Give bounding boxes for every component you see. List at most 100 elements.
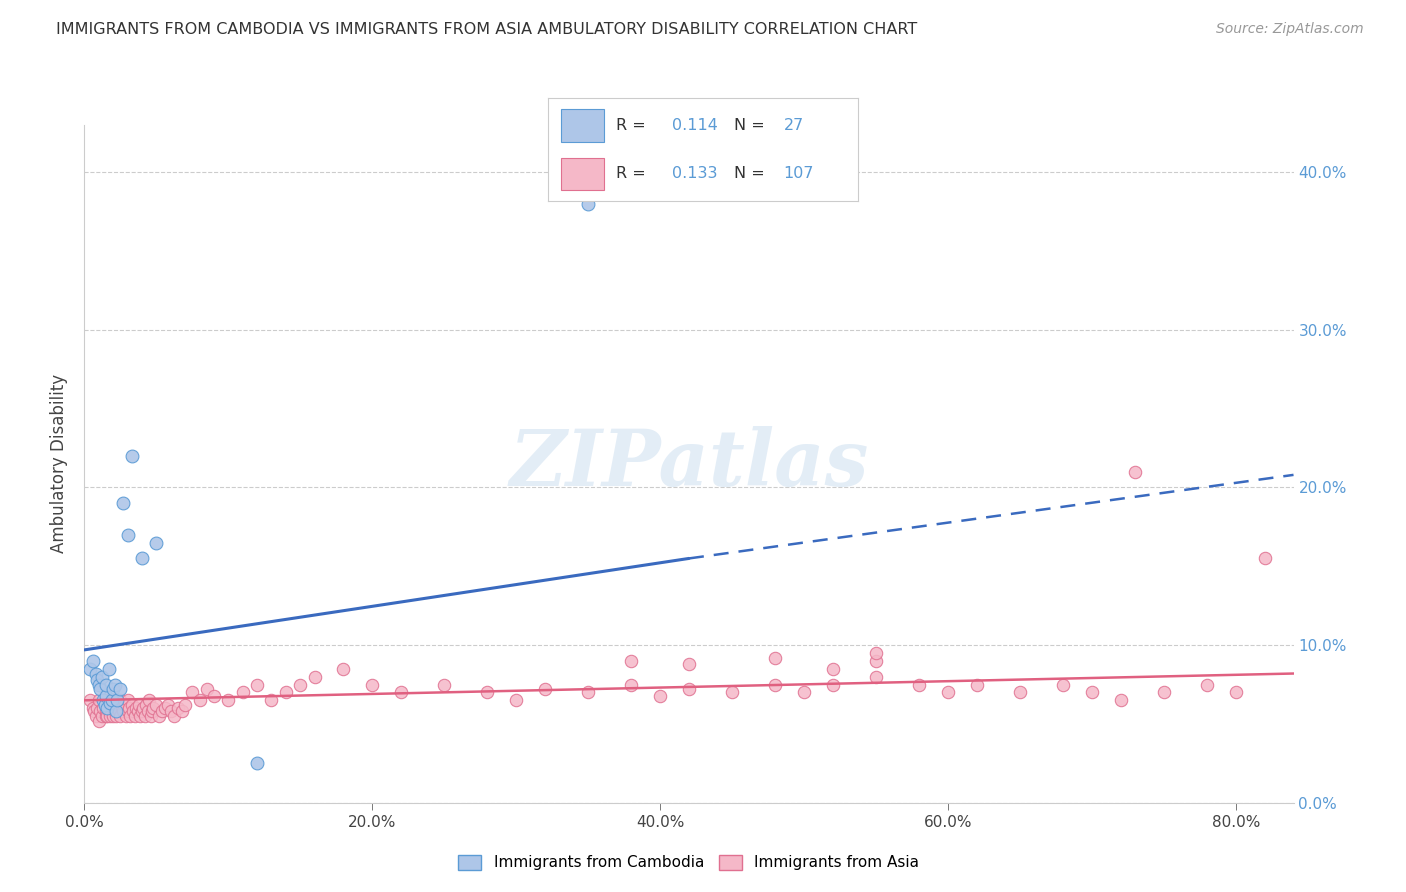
Point xyxy=(172,704,194,718)
Point xyxy=(112,496,135,510)
Point xyxy=(122,704,145,718)
Point xyxy=(98,709,121,723)
Point xyxy=(96,698,118,712)
Point xyxy=(110,693,132,707)
Point xyxy=(1197,677,1219,691)
Point xyxy=(108,704,131,718)
Point xyxy=(1153,685,1175,699)
Point xyxy=(93,698,115,712)
Point xyxy=(153,701,176,715)
Point xyxy=(94,677,117,691)
Point xyxy=(908,677,931,691)
Point xyxy=(100,693,122,707)
Point xyxy=(111,701,134,715)
Point xyxy=(82,701,104,715)
Point xyxy=(86,701,108,715)
Point xyxy=(93,693,115,707)
Point xyxy=(118,701,141,715)
Point xyxy=(132,701,155,715)
Point xyxy=(105,704,128,718)
Point xyxy=(138,693,160,707)
Point xyxy=(98,701,121,715)
Point xyxy=(101,693,124,707)
Point xyxy=(91,693,114,707)
Bar xyxy=(561,158,605,190)
Point xyxy=(678,657,700,671)
Y-axis label: Ambulatory Disability: Ambulatory Disability xyxy=(51,375,69,553)
Point xyxy=(361,677,384,691)
Point xyxy=(678,682,700,697)
Point xyxy=(135,698,157,712)
Point xyxy=(620,654,643,668)
Point xyxy=(87,693,110,707)
Point xyxy=(110,709,132,723)
Point xyxy=(121,449,143,463)
Point xyxy=(131,704,153,718)
Point xyxy=(145,698,167,712)
Point xyxy=(793,685,815,699)
Point xyxy=(79,693,101,707)
Text: Source: ZipAtlas.com: Source: ZipAtlas.com xyxy=(1216,22,1364,37)
Text: N =: N = xyxy=(734,119,770,133)
Point xyxy=(1008,685,1031,699)
Point xyxy=(124,709,146,723)
Point xyxy=(110,682,132,697)
Point xyxy=(120,709,142,723)
Point xyxy=(127,704,149,718)
Point xyxy=(117,693,139,707)
Point xyxy=(246,756,269,771)
Point xyxy=(167,701,190,715)
Point xyxy=(97,704,120,718)
Text: 0.133: 0.133 xyxy=(672,166,717,180)
Point xyxy=(94,689,117,703)
Point xyxy=(90,709,112,723)
Point xyxy=(821,677,844,691)
Point xyxy=(141,704,163,718)
Point xyxy=(142,701,165,715)
Point xyxy=(156,698,179,712)
Point xyxy=(181,685,204,699)
Text: R =: R = xyxy=(616,166,651,180)
Point xyxy=(131,551,153,566)
Point xyxy=(89,682,111,697)
Point xyxy=(125,701,148,715)
Point xyxy=(128,698,150,712)
Point xyxy=(134,709,156,723)
Point xyxy=(105,709,128,723)
Point xyxy=(86,673,108,687)
Point xyxy=(650,689,672,703)
Point xyxy=(290,677,312,691)
Point xyxy=(97,662,120,676)
Point xyxy=(107,693,129,707)
Point xyxy=(89,704,111,718)
Point xyxy=(274,685,297,699)
Point xyxy=(1123,465,1146,479)
Point xyxy=(105,701,128,715)
Point xyxy=(159,704,181,718)
Point xyxy=(821,662,844,676)
Point xyxy=(1254,551,1277,566)
Point xyxy=(139,709,162,723)
Point xyxy=(1109,693,1132,707)
Point xyxy=(115,709,138,723)
Point xyxy=(87,714,110,728)
Point xyxy=(260,693,283,707)
Point xyxy=(534,682,557,697)
Point xyxy=(114,698,136,712)
Point xyxy=(100,698,122,712)
Point xyxy=(721,685,744,699)
Text: 107: 107 xyxy=(783,166,814,180)
Point xyxy=(98,697,121,711)
Point xyxy=(865,670,887,684)
Text: R =: R = xyxy=(616,119,651,133)
Point xyxy=(117,704,139,718)
Point xyxy=(1225,685,1247,699)
Point xyxy=(82,654,104,668)
Point xyxy=(433,677,456,691)
Point xyxy=(505,693,527,707)
Text: ZIPatlas: ZIPatlas xyxy=(509,425,869,502)
Point xyxy=(84,666,107,681)
Point xyxy=(90,670,112,684)
Point xyxy=(148,709,170,723)
Point xyxy=(104,704,127,718)
